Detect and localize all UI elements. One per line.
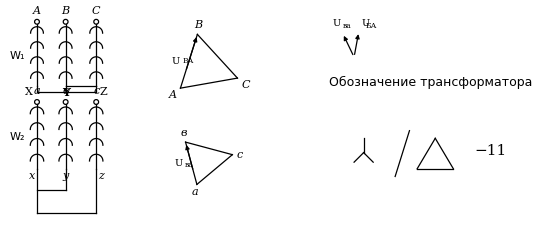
Text: ВА: ВА bbox=[182, 57, 194, 65]
Text: БА: БА bbox=[366, 22, 377, 30]
Text: в: в bbox=[62, 86, 69, 96]
Text: a: a bbox=[191, 187, 199, 197]
Text: a: a bbox=[34, 86, 40, 96]
Text: z: z bbox=[98, 171, 104, 181]
Text: C: C bbox=[92, 6, 101, 16]
Text: A: A bbox=[169, 90, 177, 100]
Text: U: U bbox=[333, 20, 341, 29]
Text: B: B bbox=[194, 20, 202, 30]
Text: U: U bbox=[171, 57, 179, 66]
Text: Y: Y bbox=[63, 87, 70, 98]
Text: X: X bbox=[25, 87, 33, 97]
Text: Z: Z bbox=[100, 87, 108, 97]
Text: в: в bbox=[180, 128, 187, 138]
Text: x: x bbox=[29, 171, 35, 181]
Text: c: c bbox=[93, 86, 100, 96]
Text: −11: −11 bbox=[475, 144, 507, 158]
Text: y: y bbox=[63, 171, 69, 181]
Text: U: U bbox=[362, 20, 370, 29]
Text: A: A bbox=[33, 6, 41, 16]
Text: B: B bbox=[62, 6, 70, 16]
Text: ва: ва bbox=[343, 22, 351, 30]
Text: ва: ва bbox=[185, 161, 194, 169]
Text: U: U bbox=[174, 159, 183, 168]
Text: Обозначение трансформатора: Обозначение трансформатора bbox=[329, 76, 532, 89]
Text: W₂: W₂ bbox=[10, 132, 25, 142]
Text: W₁: W₁ bbox=[10, 51, 25, 61]
Text: c: c bbox=[236, 150, 243, 160]
Text: C: C bbox=[241, 80, 250, 90]
